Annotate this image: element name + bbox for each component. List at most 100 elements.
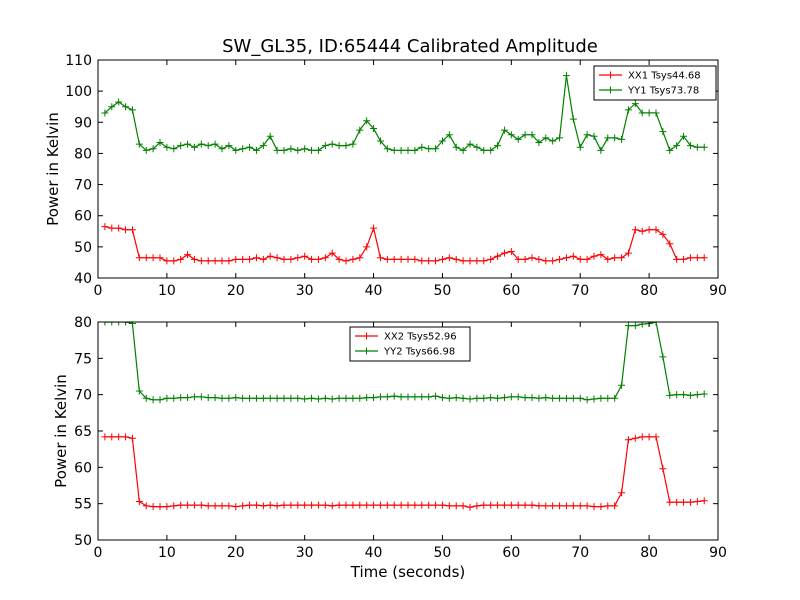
data-point: [466, 503, 474, 511]
data-point: [480, 394, 488, 402]
data-point: [597, 146, 605, 154]
y-tick-label: 90: [74, 115, 92, 131]
data-point: [122, 103, 130, 111]
legend-box: [349, 326, 471, 362]
data-point: [631, 434, 639, 442]
y-tick-label: 60: [74, 460, 92, 476]
y-tick-label: 110: [65, 53, 92, 69]
data-point: [487, 255, 495, 263]
y-tick-label: 65: [74, 424, 92, 440]
y-tick-label: 75: [74, 351, 92, 367]
data-point: [273, 394, 281, 402]
legend: XX1 Tsys44.68 YY1 Tsys73.78: [593, 65, 717, 101]
data-point: [184, 394, 192, 402]
data-point: [149, 254, 157, 262]
data-point: [363, 501, 371, 509]
axes-frame: [97, 59, 719, 279]
data-point: [280, 146, 288, 154]
x-tick-label: 10: [158, 545, 176, 561]
data-point: [156, 254, 164, 262]
y-tick-label: 55: [74, 497, 92, 513]
data-point: [542, 502, 550, 510]
data-point: [184, 251, 192, 259]
data-point: [673, 255, 681, 263]
data-point: [328, 249, 336, 257]
data-point: [418, 501, 426, 509]
data-point: [142, 254, 150, 262]
data-point: [225, 257, 233, 265]
data-point: [321, 501, 329, 509]
data-point: [494, 394, 502, 402]
data-point: [562, 254, 570, 262]
data-point: [184, 140, 192, 148]
bottom-panel: 0 10 20 30 40 50 60 70 80 90 50 55 60 65 70 75 80 Power i…: [52, 315, 727, 581]
data-point: [356, 501, 364, 509]
data-point: [135, 387, 143, 395]
data-point: [556, 394, 564, 402]
data-point: [122, 322, 130, 326]
data-point: [190, 501, 198, 509]
data-point: [494, 142, 502, 150]
data-point: [528, 254, 536, 262]
data-point: [556, 255, 564, 263]
data-point: [287, 145, 295, 153]
data-point: [624, 106, 632, 114]
data-point: [425, 257, 433, 265]
data-point: [342, 257, 350, 265]
data-point: [349, 501, 357, 509]
data-point: [177, 501, 185, 509]
data-point: [252, 501, 260, 509]
data-point: [459, 502, 467, 510]
x-tick-label: 0: [94, 283, 103, 299]
data-point: [390, 255, 398, 263]
data-point: [569, 252, 577, 260]
data-point: [142, 502, 150, 510]
data-point: [604, 134, 612, 142]
data-point: [397, 146, 405, 154]
data-point: [590, 503, 598, 511]
data-point: [232, 255, 240, 263]
data-point: [156, 396, 164, 404]
data-point: [211, 394, 219, 402]
data-point: [266, 394, 274, 402]
data-point: [680, 498, 688, 506]
data-point: [438, 255, 446, 263]
data-point: [631, 226, 639, 234]
data-point: [211, 257, 219, 265]
data-point: [335, 394, 343, 402]
data-point: [342, 394, 350, 402]
data-point: [135, 140, 143, 148]
data-point: [618, 135, 626, 143]
data-point: [611, 502, 619, 510]
data-point: [549, 137, 557, 145]
data-point: [514, 255, 522, 263]
data-point: [101, 223, 109, 231]
x-tick-label: 50: [434, 283, 452, 299]
data-point: [500, 249, 508, 257]
data-point: [390, 501, 398, 509]
data-point: [294, 501, 302, 509]
data-point: [624, 436, 632, 444]
data-point: [383, 501, 391, 509]
data-point: [438, 137, 446, 145]
data-point: [170, 502, 178, 510]
data-point: [418, 257, 426, 265]
data-point: [239, 145, 247, 153]
data-point: [328, 395, 336, 403]
data-point: [590, 252, 598, 260]
data-point: [197, 393, 205, 401]
data-point: [335, 255, 343, 263]
data-point: [487, 394, 495, 402]
data-point: [631, 322, 639, 330]
data-point: [252, 146, 260, 154]
data-point: [514, 135, 522, 143]
data-point: [108, 433, 116, 441]
data-point: [535, 502, 543, 510]
y-tick-label: 40: [74, 271, 92, 287]
data-point: [459, 146, 467, 154]
data-point: [494, 252, 502, 260]
data-point: [308, 146, 316, 154]
data-point: [259, 255, 267, 263]
data-point: [411, 255, 419, 263]
data-point: [280, 501, 288, 509]
